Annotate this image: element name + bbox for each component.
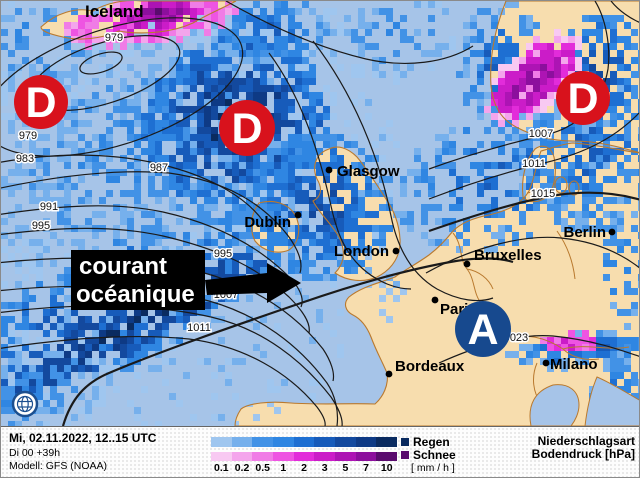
rain-swatch [401,438,409,446]
colorbar-segment [335,437,356,447]
snow-colorbar [211,452,398,461]
high-pressure-symbol [455,301,511,357]
city-label: Glasgow [337,163,400,180]
city-label: Dublin [244,214,291,231]
colorbar-segment [231,437,253,447]
colorbar-segment [252,452,274,461]
colorbar-tick: 2 [301,462,307,474]
colorbar-ticks: 0.1 0.2 0.5 1 2 3 5 7 10 [211,462,397,474]
colorbar-segment [376,437,398,447]
pressure-letter: D [567,75,598,123]
colorbar-segment [293,452,315,461]
rain-label: Regen [413,435,450,449]
city-dot [325,166,333,174]
coastline [234,142,639,426]
city-dot [608,228,616,236]
isobar-label: 1011 [187,322,211,334]
colorbar-segment [273,437,294,447]
city-label: Milano [550,356,598,373]
rain-colorbar [211,437,398,447]
colorbar-segment [252,437,274,447]
isobar-label: 987 [150,162,168,174]
colorbar-segment [376,452,398,461]
low-pressure-symbol [556,71,610,125]
colorbar-tick: 0.2 [234,462,250,474]
colorbar-segment [273,452,294,461]
colorbar-tick: 1 [280,462,287,474]
coastline [490,1,639,154]
low-pressure-symbol [14,75,68,129]
coastline [40,1,237,40]
city-dot [542,359,550,367]
city-dot [463,260,471,268]
pressure-letter: A [467,306,498,354]
annotation-line2: océanique [76,281,195,308]
coastline [554,176,568,194]
city-dot [392,247,400,255]
colorbar-tick: 0.5 [255,462,270,474]
annotation-courant-oceanique: courant océanique [71,250,301,310]
pressure-letter: D [231,105,262,153]
city-label: Bordeaux [395,358,465,375]
isobar-label: 995 [214,248,232,260]
globe-logo-icon [11,390,39,418]
flow-arrow-icon [205,263,301,303]
colorbar-segment [211,452,232,461]
pressure-centers: D D D A [14,71,610,357]
legend-title-pressure: Bodendruck [hPa] [531,447,635,461]
isobar-label: 979 [105,32,123,44]
colorbar-tick: 3 [321,462,328,474]
city-dot [431,296,439,304]
colorbar-tick: 10 [380,462,393,474]
region-labels: Iceland [85,2,144,21]
coastline [312,146,401,282]
city-dot [294,211,302,219]
region-label: Iceland [85,2,144,21]
isobar-label: 1011 [522,158,546,170]
isobar-label: 1015 [531,188,555,200]
colorbar-segment [211,437,232,447]
snow-swatch [401,451,409,459]
valid-time: Mi, 02.11.2022, 12..15 UTC [9,431,157,445]
isobar-label: 995 [32,220,50,232]
colorbar-segment [314,452,336,461]
colorbar-segment [231,452,253,461]
city-label: Bruxelles [474,247,542,264]
isobar-label: 983 [16,153,34,165]
isobar-label: 1007 [529,128,553,140]
border-layer [452,191,639,426]
city-label: Berlin [563,224,606,241]
coastline [521,145,556,203]
colorbar-tick: 5 [342,462,349,474]
colorbar-segment [335,452,356,461]
low-pressure-symbol [219,100,275,156]
colorbar-segment [355,452,377,461]
model-run: Di 00 +39h [9,447,61,459]
annotation-line1: courant [79,253,167,280]
colorbar-segment [355,437,377,447]
colorbar-tick: 0.1 [214,462,229,474]
isobar-label: 023 [510,332,528,344]
isobar-label: 979 [19,130,37,142]
footer-bar: Mi, 02.11.2022, 12..15 UTC Di 00 +39h Mo… [1,426,639,477]
coastline [250,201,300,253]
model-name: Modell: GFS (NOAA) [9,460,108,472]
weather-map: 9799799839879919959951007101110071011101… [1,1,639,426]
isobar-label: 991 [40,201,58,213]
colorbar-segment [293,437,315,447]
annotation-box [71,250,205,310]
unit-label: [ mm / h ] [411,462,455,474]
coastline-layer [40,1,639,426]
pressure-letter: D [25,79,56,127]
colorbar-tick: 7 [363,462,369,474]
city-label: London [334,243,389,260]
colorbar-segment [314,437,336,447]
coastline [568,180,580,196]
legend-title-precip-type: Niederschlagsart [537,434,635,448]
city-dot [385,370,393,378]
snow-label: Schnee [413,448,456,462]
